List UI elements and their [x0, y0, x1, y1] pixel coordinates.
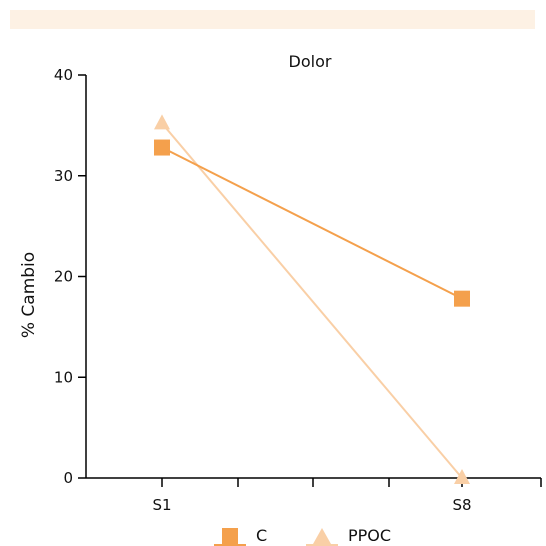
y-tick-label: 40 [54, 66, 73, 84]
x-tick-label: S8 [452, 496, 471, 514]
y-tick-label: 10 [54, 368, 73, 386]
x-tick-label: S1 [152, 496, 171, 514]
legend-label: C [256, 526, 267, 545]
data-point-ppoc [154, 114, 170, 130]
series-line-ppoc [161, 122, 463, 479]
x-axis-ticks: S1 S8 [152, 478, 542, 514]
chart-title: Dolor [289, 52, 332, 71]
y-axis-ticks: 0 10 20 30 40 [54, 66, 86, 487]
legend-swatch-c [222, 528, 238, 544]
y-tick-label: 0 [63, 469, 73, 487]
data-point-ppoc [454, 469, 470, 484]
data-point-c [454, 290, 470, 307]
header-band [10, 10, 535, 29]
y-tick-label: 20 [54, 268, 73, 286]
data-point-c [154, 139, 170, 156]
series-layer [154, 114, 470, 484]
legend: C PPOC [214, 526, 391, 546]
legend-label: PPOC [348, 526, 391, 545]
y-axis-title: % Cambio [19, 252, 39, 338]
legend-swatch-ppoc [313, 528, 331, 544]
series-line-c [161, 146, 463, 300]
y-tick-label: 30 [54, 167, 73, 185]
